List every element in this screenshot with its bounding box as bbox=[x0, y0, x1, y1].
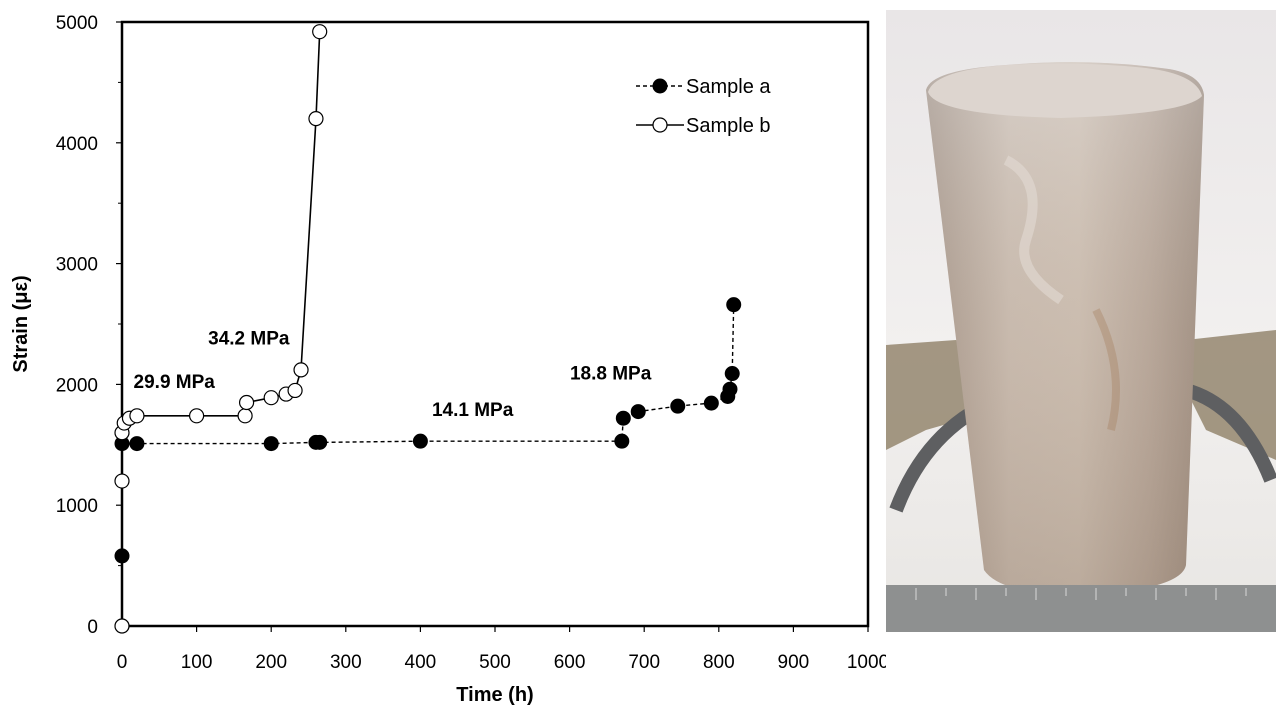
data-point-sample-b bbox=[238, 394, 255, 411]
data-point-sample-a bbox=[615, 410, 631, 426]
strain-time-chart: 0 100 200 300 400 500 600 700 800 900 1000 0 1000 20… bbox=[10, 13, 886, 706]
stress-annotation: 18.8 MPa bbox=[570, 364, 652, 385]
legend-label-sample-a: Sample a bbox=[686, 76, 771, 98]
x-tick-label: 0 bbox=[117, 652, 128, 673]
data-point-sample-a bbox=[726, 297, 742, 313]
x-tick-label: 600 bbox=[554, 652, 586, 673]
x-tick-label: 300 bbox=[330, 652, 362, 673]
y-tick-label: 3000 bbox=[56, 255, 98, 276]
x-tick-label: 100 bbox=[181, 652, 213, 673]
y-tick-label: 2000 bbox=[56, 375, 98, 396]
stress-annotation: 14.1 MPa bbox=[432, 400, 514, 421]
x-tick-label: 900 bbox=[778, 652, 810, 673]
data-point-sample-b bbox=[312, 24, 328, 40]
rock-core-photo bbox=[886, 10, 1277, 632]
data-point-sample-b bbox=[114, 473, 130, 489]
core-stain bbox=[1092, 308, 1120, 431]
y-axis-ticks: 0 1000 2000 3000 4000 5000 bbox=[56, 13, 122, 638]
stress-annotations: 34.2 MPa 29.9 MPa 14.1 MPa 18.8 MPa bbox=[134, 329, 652, 421]
x-tick-label: 700 bbox=[628, 652, 660, 673]
data-point-sample-b bbox=[308, 111, 324, 127]
rock-core-picture bbox=[886, 10, 1277, 632]
data-point-sample-a bbox=[614, 433, 630, 449]
x-tick-label: 1000 bbox=[847, 652, 886, 673]
y-tick-label: 4000 bbox=[56, 134, 98, 155]
data-point-sample-b bbox=[129, 408, 145, 424]
plot-area-frame bbox=[120, 20, 870, 628]
series-points bbox=[114, 24, 742, 634]
x-tick-label: 800 bbox=[703, 652, 735, 673]
data-point-sample-a bbox=[722, 381, 738, 397]
y-tick-label: 0 bbox=[87, 617, 98, 638]
x-tick-label: 200 bbox=[255, 652, 287, 673]
ruler bbox=[886, 585, 1276, 632]
data-point-sample-a bbox=[412, 433, 428, 449]
data-point-sample-b bbox=[287, 382, 303, 399]
core-crystal-streak bbox=[1003, 155, 1064, 305]
legend-marker-sample-b bbox=[652, 117, 668, 133]
data-point-sample-a bbox=[724, 366, 740, 382]
data-point-sample-b bbox=[293, 362, 309, 378]
data-point-sample-a bbox=[129, 436, 145, 452]
data-point-sample-a bbox=[114, 548, 130, 564]
data-point-sample-b bbox=[189, 408, 205, 424]
legend-marker-sample-a bbox=[652, 78, 668, 94]
ruler-markings bbox=[915, 588, 1247, 600]
data-point-sample-b bbox=[114, 618, 130, 634]
y-tick-label: 1000 bbox=[56, 496, 98, 517]
base-plate-right bbox=[1186, 330, 1276, 460]
legend: Sample a Sample b bbox=[636, 76, 771, 137]
data-point-sample-b bbox=[237, 408, 253, 424]
x-axis-ticks: 0 100 200 300 400 500 600 700 800 900 1000 bbox=[117, 626, 886, 673]
x-tick-label: 500 bbox=[479, 652, 511, 673]
support-ring-right bbox=[1183, 383, 1277, 483]
data-point-sample-b bbox=[263, 390, 279, 406]
legend-label-sample-b: Sample b bbox=[686, 115, 771, 137]
y-tick-label: 5000 bbox=[56, 13, 98, 34]
y-axis-title: Strain (με) bbox=[10, 275, 32, 372]
x-tick-label: 400 bbox=[405, 652, 437, 673]
data-point-sample-a bbox=[312, 434, 328, 450]
core-shading bbox=[926, 62, 1204, 595]
stress-annotation: 29.9 MPa bbox=[134, 372, 216, 393]
data-point-sample-a bbox=[703, 395, 719, 411]
stress-annotation: 34.2 MPa bbox=[208, 329, 290, 350]
x-axis-title: Time (h) bbox=[456, 684, 533, 706]
core-top-face bbox=[928, 63, 1202, 118]
data-point-sample-a bbox=[263, 436, 279, 452]
data-point-sample-a bbox=[630, 404, 646, 420]
data-point-sample-a bbox=[670, 398, 686, 414]
